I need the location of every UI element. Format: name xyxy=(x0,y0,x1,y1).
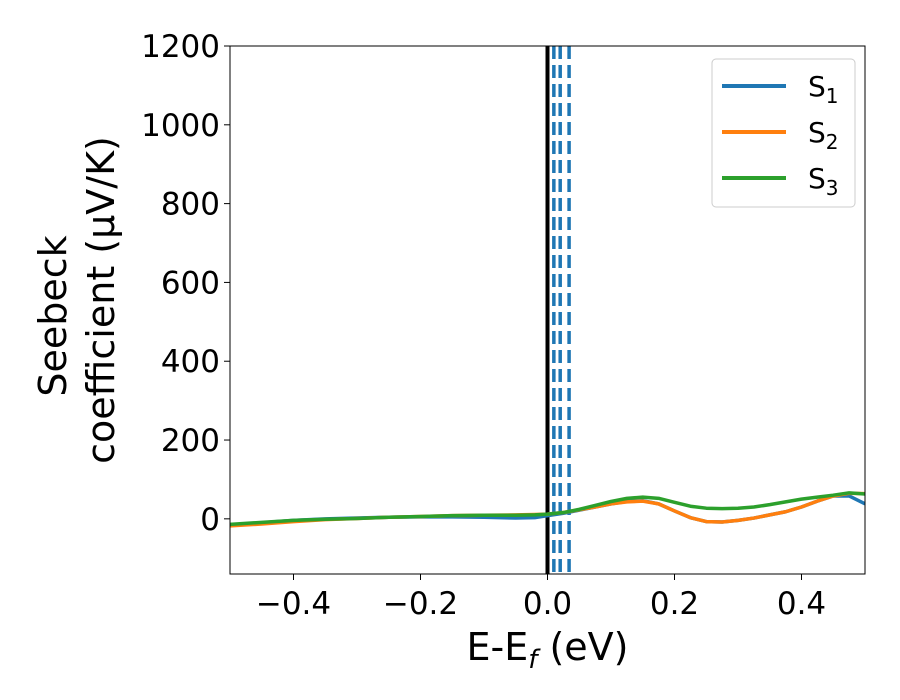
x-axis-ticks: −0.4 −0.2 0.0 0.2 0.4 xyxy=(256,574,826,622)
y-tick-label: 1200 xyxy=(141,29,220,65)
legend-label-s2: S2 xyxy=(808,116,839,154)
legend-label-s3: S3 xyxy=(808,162,839,200)
series-line-s3 xyxy=(230,491,865,527)
y-axis-label-line1: Seebeck xyxy=(31,235,75,396)
x-axis-label: E-Ef (eV) xyxy=(467,625,629,675)
y-tick-label: 800 xyxy=(161,187,220,223)
y-axis-ticks: 0 200 400 600 800 1000 1200 xyxy=(141,29,230,538)
x-tick-label: 0.0 xyxy=(523,586,572,622)
x-tick-label: 0.2 xyxy=(650,586,699,622)
y-tick-label: 200 xyxy=(161,423,220,459)
x-tick-label: −0.2 xyxy=(383,586,458,622)
y-tick-label: 400 xyxy=(161,344,220,380)
legend-label-s1: S1 xyxy=(808,70,839,108)
legend: S1 S2 S3 xyxy=(711,58,856,208)
series-lines xyxy=(230,491,865,528)
y-tick-label: 0 xyxy=(200,502,220,538)
x-tick-label: 0.4 xyxy=(777,586,826,622)
x-tick-label: −0.4 xyxy=(256,586,331,622)
y-tick-label: 1000 xyxy=(141,108,220,144)
y-axis-label-line2: coefficient (μV/K) xyxy=(79,136,123,464)
reference-lines xyxy=(545,46,571,574)
y-tick-label: 600 xyxy=(161,265,220,301)
